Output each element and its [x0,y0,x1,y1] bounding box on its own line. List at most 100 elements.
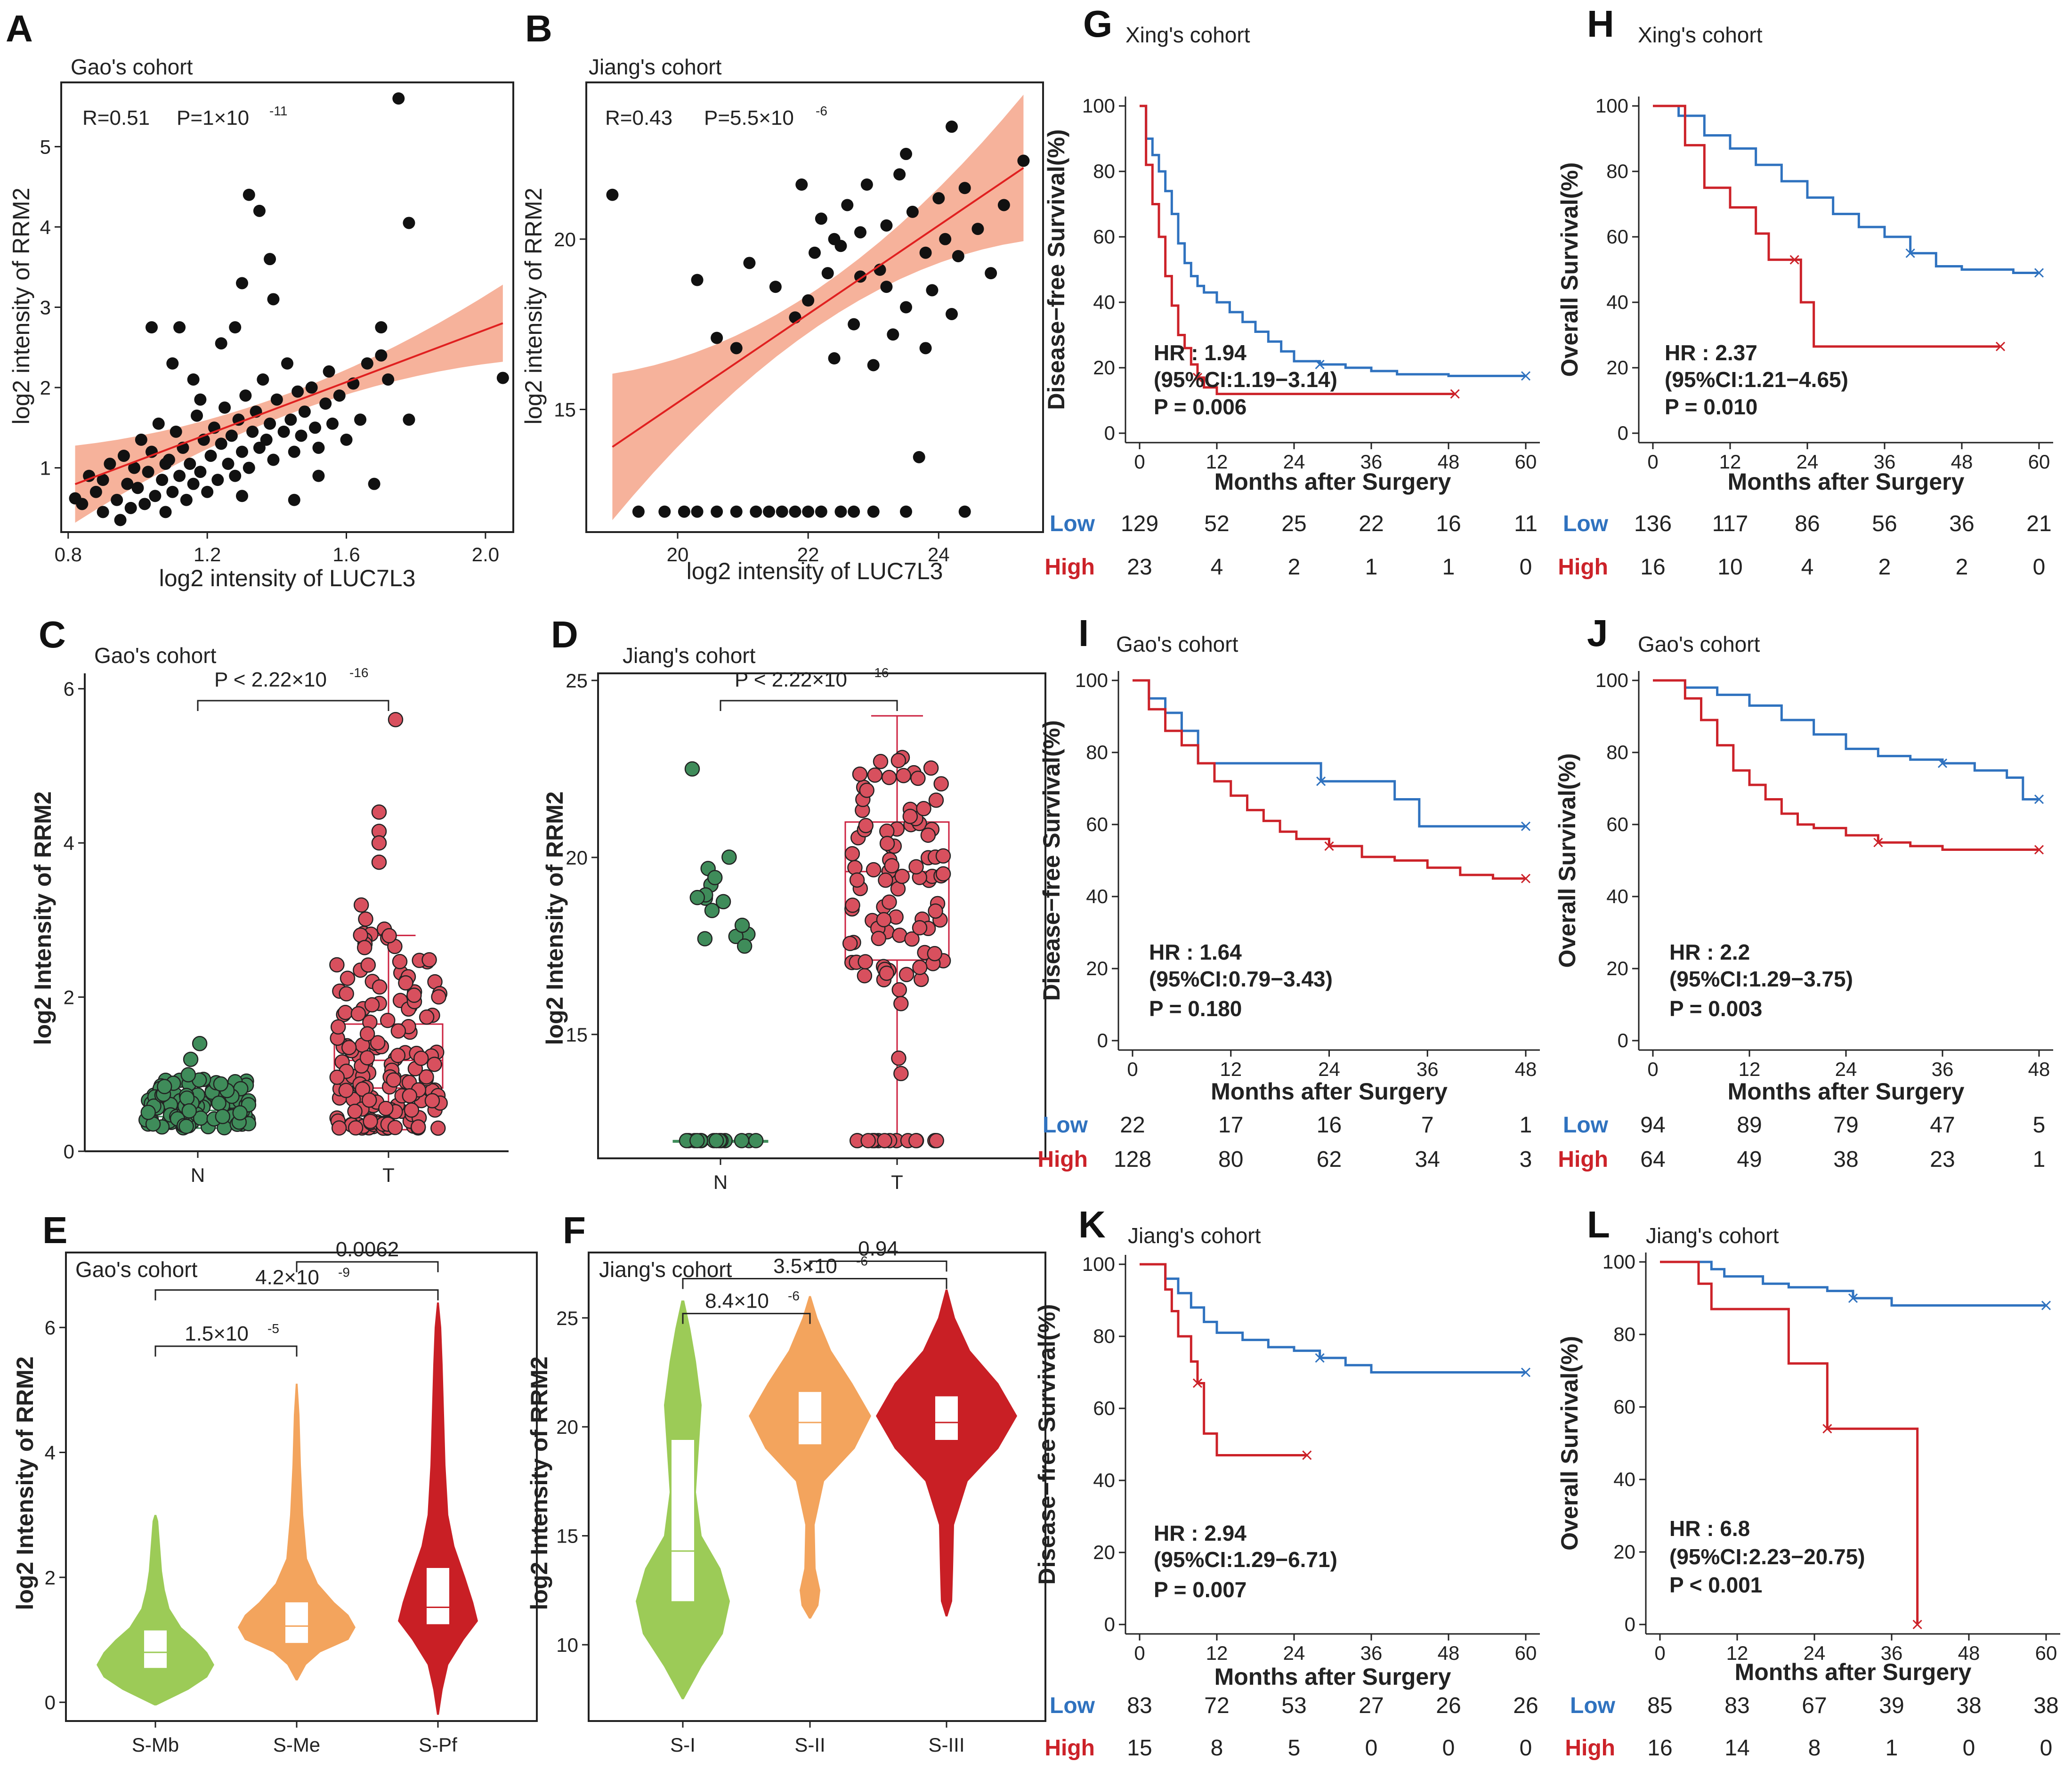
x-tick-label: S-Mb [132,1734,179,1756]
y-tick-label: 15 [556,1525,578,1547]
x-tick-label: 12 [1206,451,1228,473]
data-point [802,505,815,518]
risk-count-low: 11 [1514,511,1538,536]
data-point [848,318,860,331]
data-point [222,458,235,470]
x-tick-label: 36 [1881,1642,1903,1664]
fit-A [74,322,503,485]
data-point [933,776,949,792]
data-point [355,1081,371,1097]
data-point [708,1133,724,1148]
y-tick-label: 20 [1093,356,1115,379]
data-point [815,212,827,225]
data-point [867,359,880,372]
x-tick-label: 48 [1951,451,1973,473]
data-point [958,505,971,518]
curves-L [1660,1261,2051,1630]
sig-bracket [154,1345,298,1357]
y-tick-label: 100 [1082,1253,1115,1275]
data-point [879,965,895,981]
risk-count-high: 128 [1114,1147,1151,1172]
y-tick-label: 15 [566,1024,588,1046]
data-point [496,372,509,384]
km-curve-high [1653,105,2000,348]
risk-label-low: Low [1050,511,1095,536]
p-value-I: P = 0.180 [1149,996,1242,1021]
x-axis-label-I: Months after Surgery [1211,1078,1448,1105]
x-tick-label: 36 [1416,1058,1439,1080]
hazard-ratio-G: HR : 1.94 [1154,340,1246,365]
xticks-F: S-I S-II S-III [670,1721,965,1756]
data-point [338,1004,353,1020]
data-point [371,854,387,870]
data-point [802,294,815,307]
data-point [104,458,116,470]
data-point [887,328,899,341]
y-tick-label: 100 [1595,669,1628,691]
y-tick-label: 5 [40,136,51,158]
risk-label-high: High [1558,1147,1608,1172]
y-tick-label: 1 [40,457,51,479]
stat-r-A: R=0.51 [82,106,150,129]
p-value-H: P = 0.010 [1665,395,1757,419]
y-axis-label-G: Disease−free Survival(%) [1043,129,1069,410]
panel-label-D: D [551,614,578,655]
data-point [737,938,753,954]
risk-count-low: 5 [2033,1113,2046,1138]
y-tick-label: 2 [64,986,74,1009]
iqr-box [935,1396,958,1440]
data-point [363,1114,378,1129]
data-point [906,205,919,218]
y-tick-label: 20 [566,847,588,869]
data-point [946,307,958,320]
risk-count-high: 2 [1956,555,1968,580]
data-point [131,482,144,494]
x-tick-label: S-Me [273,1734,320,1756]
y-tick-label: 20 [1613,1541,1635,1563]
points-B [606,121,1030,518]
data-point [932,192,945,204]
data-point [140,1105,156,1120]
data-point [871,930,887,946]
risk-count-low: 17 [1218,1113,1243,1138]
y-tick-label: 40 [1606,885,1628,907]
data-point [958,182,971,194]
panel-label-C: C [39,614,66,655]
pval-exp-C: -16 [349,665,368,680]
y-tick-label: 0 [64,1140,74,1163]
cohort-title-L: Jiang's cohort [1646,1223,1779,1248]
data-point [908,859,924,875]
violins-E [97,1302,478,1715]
y-tick-label: 80 [1606,160,1628,182]
y-tick-label: 40 [1093,291,1115,313]
x-tick-label: 24 [928,543,950,566]
y-tick-label: 4 [40,216,51,238]
risk-count-high: 80 [1218,1147,1243,1172]
risk-count-high: 2 [1878,555,1891,580]
x-tick-label: 24 [1835,1058,1857,1080]
risk-label-low: Low [1563,1113,1609,1138]
y-tick-label: 25 [556,1307,578,1329]
y-tick-label: 60 [1606,813,1628,835]
risk-count-high: 34 [1415,1147,1440,1172]
panel-label-E: E [42,1209,67,1251]
data-point [339,986,354,1002]
data-point [893,1066,909,1082]
data-point [404,1102,420,1118]
x-tick-label: 2.0 [472,543,499,566]
data-point [920,827,936,843]
data-point [368,477,380,490]
censor-mark [1521,1367,1531,1377]
hazard-ratio-I: HR : 1.64 [1149,940,1242,964]
cohort-title-A: Gao's cohort [71,55,193,79]
data-point [882,894,897,910]
risk-count-high: 1 [1365,555,1378,580]
sig-label: 1.5×10 [185,1322,249,1345]
data-point [97,474,109,486]
x-tick-label: 12 [1719,451,1741,473]
data-point [386,1072,402,1088]
x-tick-label: 36 [1874,451,1896,473]
